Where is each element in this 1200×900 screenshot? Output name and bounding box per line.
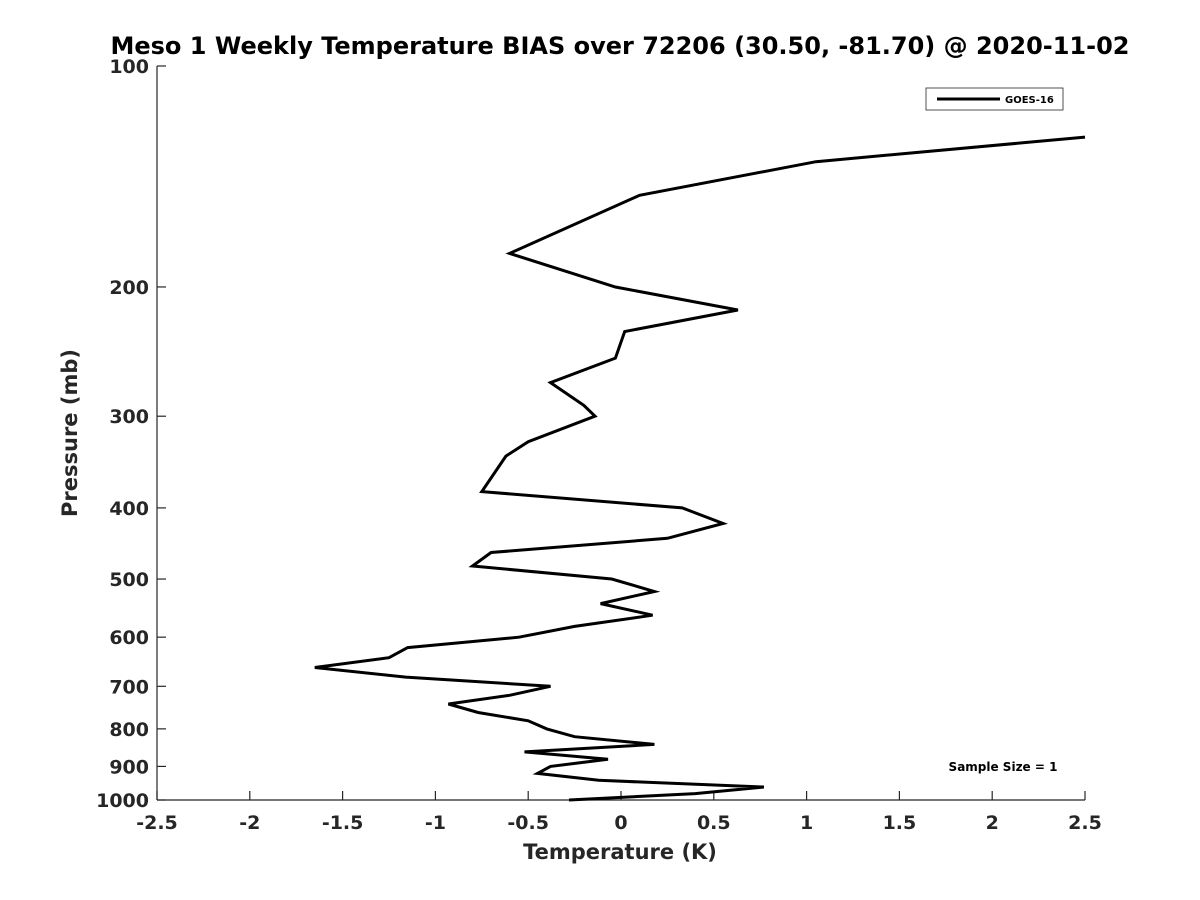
y-tick-label: 700 [109, 676, 149, 698]
legend: GOES-16 [925, 87, 1064, 111]
x-tick-label: -0.5 [507, 812, 549, 834]
x-tick-label: -1.5 [322, 812, 364, 834]
legend-label: GOES-16 [1005, 95, 1054, 106]
series-layer [314, 135, 1086, 802]
x-tick-label: 0.5 [697, 812, 731, 834]
y-tick-label: 400 [109, 498, 149, 520]
y-tick-label: 200 [109, 277, 149, 299]
y-tick-label: 800 [109, 719, 149, 741]
x-tick-label: -2.5 [136, 812, 178, 834]
series-line-goes-16 [314, 135, 1086, 802]
x-tick-label: 0 [614, 812, 627, 834]
y-tick-label: 900 [109, 756, 149, 778]
y-tick-label: 100 [109, 56, 149, 78]
y-tick-label: 600 [109, 627, 149, 649]
sample-size-annotation: Sample Size = 1 [949, 760, 1058, 774]
axes: -2.5 -2 -1.5 -1 -0.5 0 0.5 1 1.5 2 2.5 100 200 300 400… [96, 56, 1102, 834]
x-tick-label: 1.5 [883, 812, 917, 834]
chart-title: Meso 1 Weekly Temperature BIAS over 7220… [110, 32, 1129, 60]
y-tick-label: 1000 [96, 790, 149, 812]
y-tick-label: 300 [109, 406, 149, 428]
x-tick-label: 1 [800, 812, 813, 834]
x-axis-label: Temperature (K) [523, 840, 717, 864]
x-tick-label: -1 [425, 812, 446, 834]
x-tick-label: -2 [239, 812, 260, 834]
x-tick-label: 2.5 [1068, 812, 1102, 834]
y-axis-label: Pressure (mb) [58, 349, 82, 517]
x-tick-label: 2 [986, 812, 999, 834]
y-tick-label: 500 [109, 569, 149, 591]
